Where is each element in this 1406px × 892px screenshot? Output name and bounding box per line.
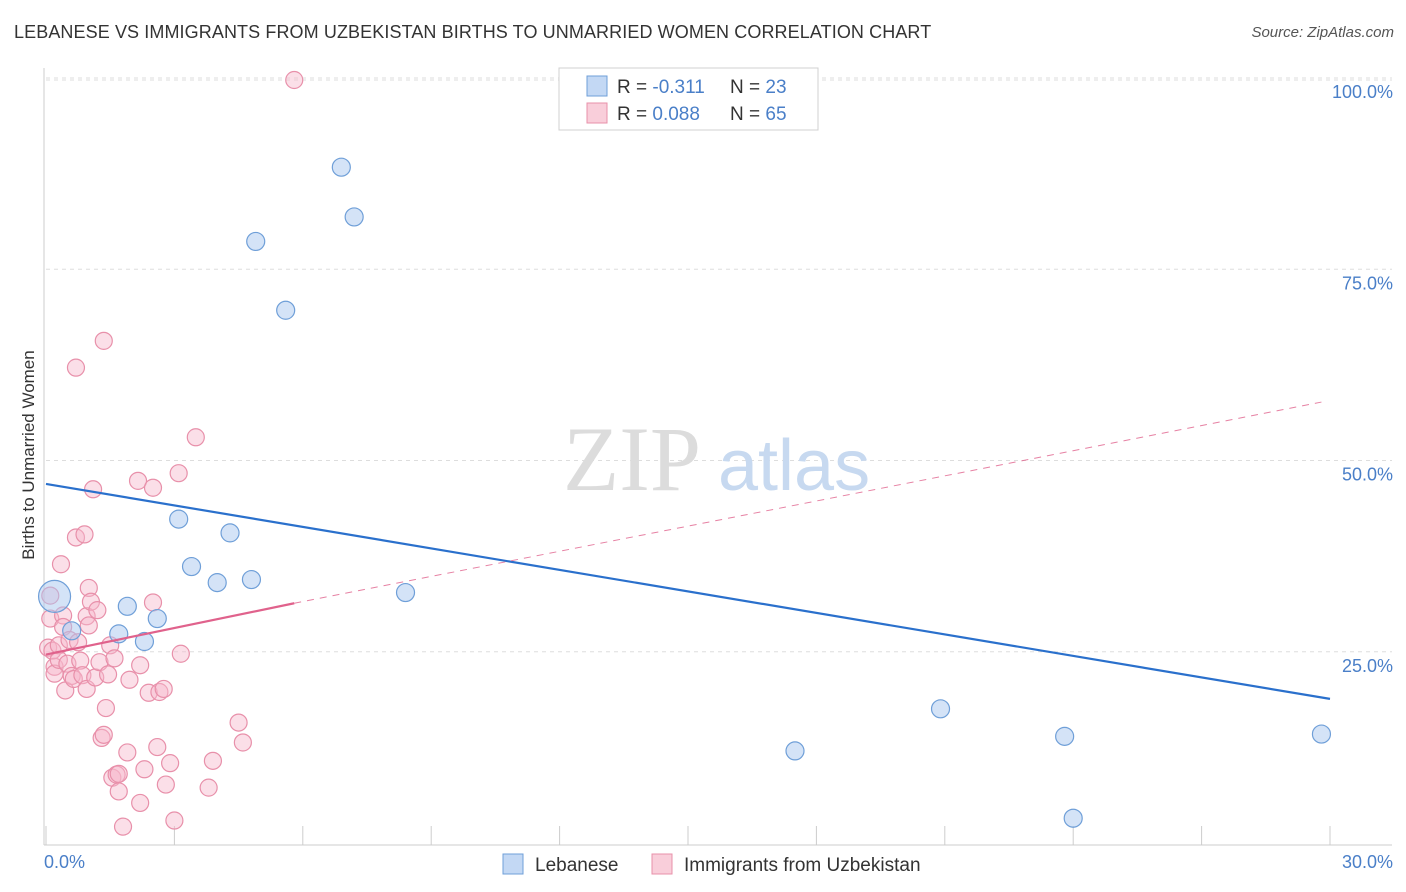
- lebanese-point: [331, 157, 351, 177]
- lebanese-point: [785, 741, 805, 761]
- lebanese-point: [62, 621, 82, 641]
- watermark-zip: ZIP: [563, 408, 701, 510]
- bottom-legend-swatch-uzbekistan: [651, 853, 673, 875]
- uzbekistan-point: [98, 665, 118, 684]
- axis-layer: 25.0% 50.0% 75.0% 100.0% 0.0% 30.0%: [43, 68, 1393, 872]
- lebanese-point: [181, 556, 202, 577]
- uzbekistan-point: [186, 428, 205, 447]
- uzbekistan-point: [79, 616, 98, 635]
- lebanese-point: [117, 596, 137, 616]
- lebanese-point: [246, 231, 266, 252]
- uzbekistan-point: [75, 525, 94, 544]
- legend-swatch-uzbekistan: [586, 102, 608, 124]
- uzbekistan-point: [229, 713, 248, 732]
- bottom-legend-label-lebanese: Lebanese: [535, 855, 618, 876]
- uzbekistan-point: [128, 471, 148, 490]
- uzbekistan-point: [156, 775, 175, 794]
- uzbekistan-point: [113, 817, 133, 836]
- y-tick-label-100: 100.0%: [1332, 82, 1393, 102]
- uzbekistan-point: [94, 725, 113, 744]
- lebanese-point: [395, 582, 416, 603]
- uzbekistan-point: [64, 669, 83, 689]
- lebanese-point: [1055, 726, 1075, 746]
- uzbekistan-point: [165, 811, 184, 830]
- lebanese-point: [1311, 724, 1332, 744]
- uzbekistan-point: [120, 670, 139, 689]
- trend-layer: [45, 401, 1331, 700]
- uzbekistan-point: [88, 601, 107, 620]
- uzbekistan-point: [154, 679, 173, 699]
- legend-stats-lebanese: R = -0.311 N = 23: [617, 77, 787, 98]
- lebanese-point: [134, 631, 155, 652]
- uzbekistan-point: [199, 778, 218, 797]
- uzbekistan-point: [143, 478, 163, 497]
- chart-source: Source: ZipAtlas.com: [1251, 24, 1394, 41]
- lebanese-point: [169, 509, 189, 529]
- y-tick-label-50: 50.0%: [1342, 465, 1393, 485]
- chart-title: LEBANESE VS IMMIGRANTS FROM UZBEKISTAN B…: [14, 22, 932, 42]
- uzbekistan-point: [109, 764, 128, 783]
- uzbekistan-point: [233, 733, 252, 752]
- lebanese-point: [37, 579, 72, 613]
- grid-layer: [46, 77, 1392, 653]
- uzbekistan-point: [79, 578, 98, 598]
- uzbekistan-point: [51, 555, 71, 574]
- uzbekistan-point: [131, 656, 150, 675]
- legend-swatch-lebanese: [586, 75, 608, 97]
- legend-stats-uzbekistan: R = 0.088 N = 65: [617, 104, 787, 125]
- uzbekistan-point: [109, 782, 128, 801]
- lebanese-point: [241, 569, 262, 590]
- uzbekistan-point: [135, 760, 154, 779]
- uzbekistan-point: [143, 593, 163, 612]
- legend-bottom: Lebanese Immigrants from Uzbekistan: [502, 853, 921, 876]
- uzbekistan-point: [71, 651, 90, 670]
- y-axis-label: Births to Unmarried Women: [19, 350, 38, 559]
- uzbekistan-point: [94, 331, 113, 350]
- uzbekistan-point: [203, 751, 223, 770]
- uzbekistan-point: [66, 358, 86, 377]
- uzbekistan-point: [83, 480, 103, 499]
- lebanese-trend-line: [45, 482, 1331, 700]
- x-tick-label-min: 0.0%: [44, 852, 85, 872]
- lebanese-point: [276, 300, 296, 320]
- lebanese-point: [930, 699, 951, 719]
- uzbekistan-point: [96, 698, 116, 718]
- uzbekistan-point: [105, 649, 124, 668]
- uzbekistan-point: [171, 644, 190, 663]
- uzbekistan-point: [131, 793, 150, 813]
- x-tick-label-max: 30.0%: [1342, 852, 1393, 872]
- y-tick-label-75: 75.0%: [1342, 273, 1393, 293]
- bottom-legend-label-uzbekistan: Immigrants from Uzbekistan: [684, 855, 921, 876]
- uzbekistan-point: [49, 636, 68, 655]
- uzbekistan-trend-extension: [294, 401, 1322, 604]
- uzbekistan-point: [148, 737, 167, 757]
- uzbekistan-point: [92, 728, 111, 748]
- uzbekistan-point: [118, 743, 137, 762]
- legend-top: R = -0.311 N = 23 R = 0.088 N = 65: [558, 67, 819, 131]
- y-tick-label-25: 25.0%: [1342, 656, 1393, 676]
- uzbekistan-point: [285, 70, 304, 90]
- uzbekistan-trend-line: [45, 602, 295, 656]
- uzbekistan-point: [169, 464, 188, 483]
- lebanese-point: [207, 573, 227, 593]
- lebanese-point: [344, 207, 364, 227]
- lebanese-point: [1063, 808, 1083, 828]
- bottom-legend-swatch-lebanese: [502, 853, 524, 875]
- watermark-atlas: atlas: [718, 426, 870, 506]
- uzbekistan-point: [161, 754, 180, 773]
- watermark: ZIP atlas: [563, 408, 870, 510]
- lebanese-point: [147, 608, 167, 629]
- lebanese-point: [220, 523, 240, 543]
